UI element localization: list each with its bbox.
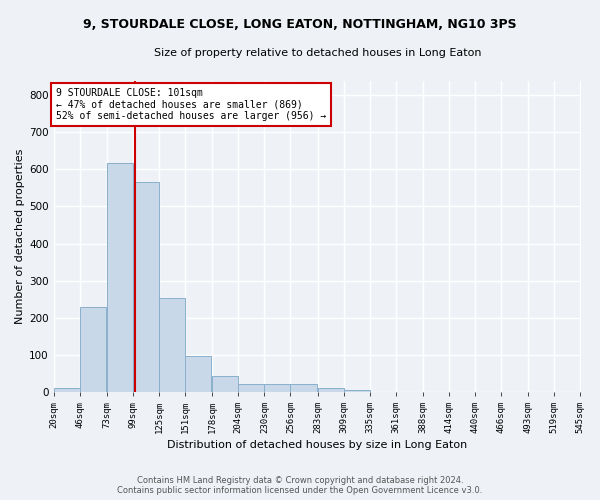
Bar [265,384,290,392]
Bar [290,384,317,392]
Bar [133,182,159,392]
Title: Size of property relative to detached houses in Long Eaton: Size of property relative to detached ho… [154,48,481,58]
X-axis label: Distribution of detached houses by size in Long Eaton: Distribution of detached houses by size … [167,440,467,450]
Bar [159,298,185,392]
Bar [107,163,133,392]
Bar [344,390,370,392]
Bar [80,308,106,392]
Text: 9, STOURDALE CLOSE, LONG EATON, NOTTINGHAM, NG10 3PS: 9, STOURDALE CLOSE, LONG EATON, NOTTINGH… [83,18,517,30]
Bar [185,356,211,392]
Y-axis label: Number of detached properties: Number of detached properties [15,148,25,324]
Bar [212,376,238,392]
Text: Contains HM Land Registry data © Crown copyright and database right 2024.
Contai: Contains HM Land Registry data © Crown c… [118,476,482,495]
Bar [53,388,80,392]
Bar [238,384,265,392]
Bar [317,388,344,392]
Text: 9 STOURDALE CLOSE: 101sqm
← 47% of detached houses are smaller (869)
52% of semi: 9 STOURDALE CLOSE: 101sqm ← 47% of detac… [56,88,326,121]
